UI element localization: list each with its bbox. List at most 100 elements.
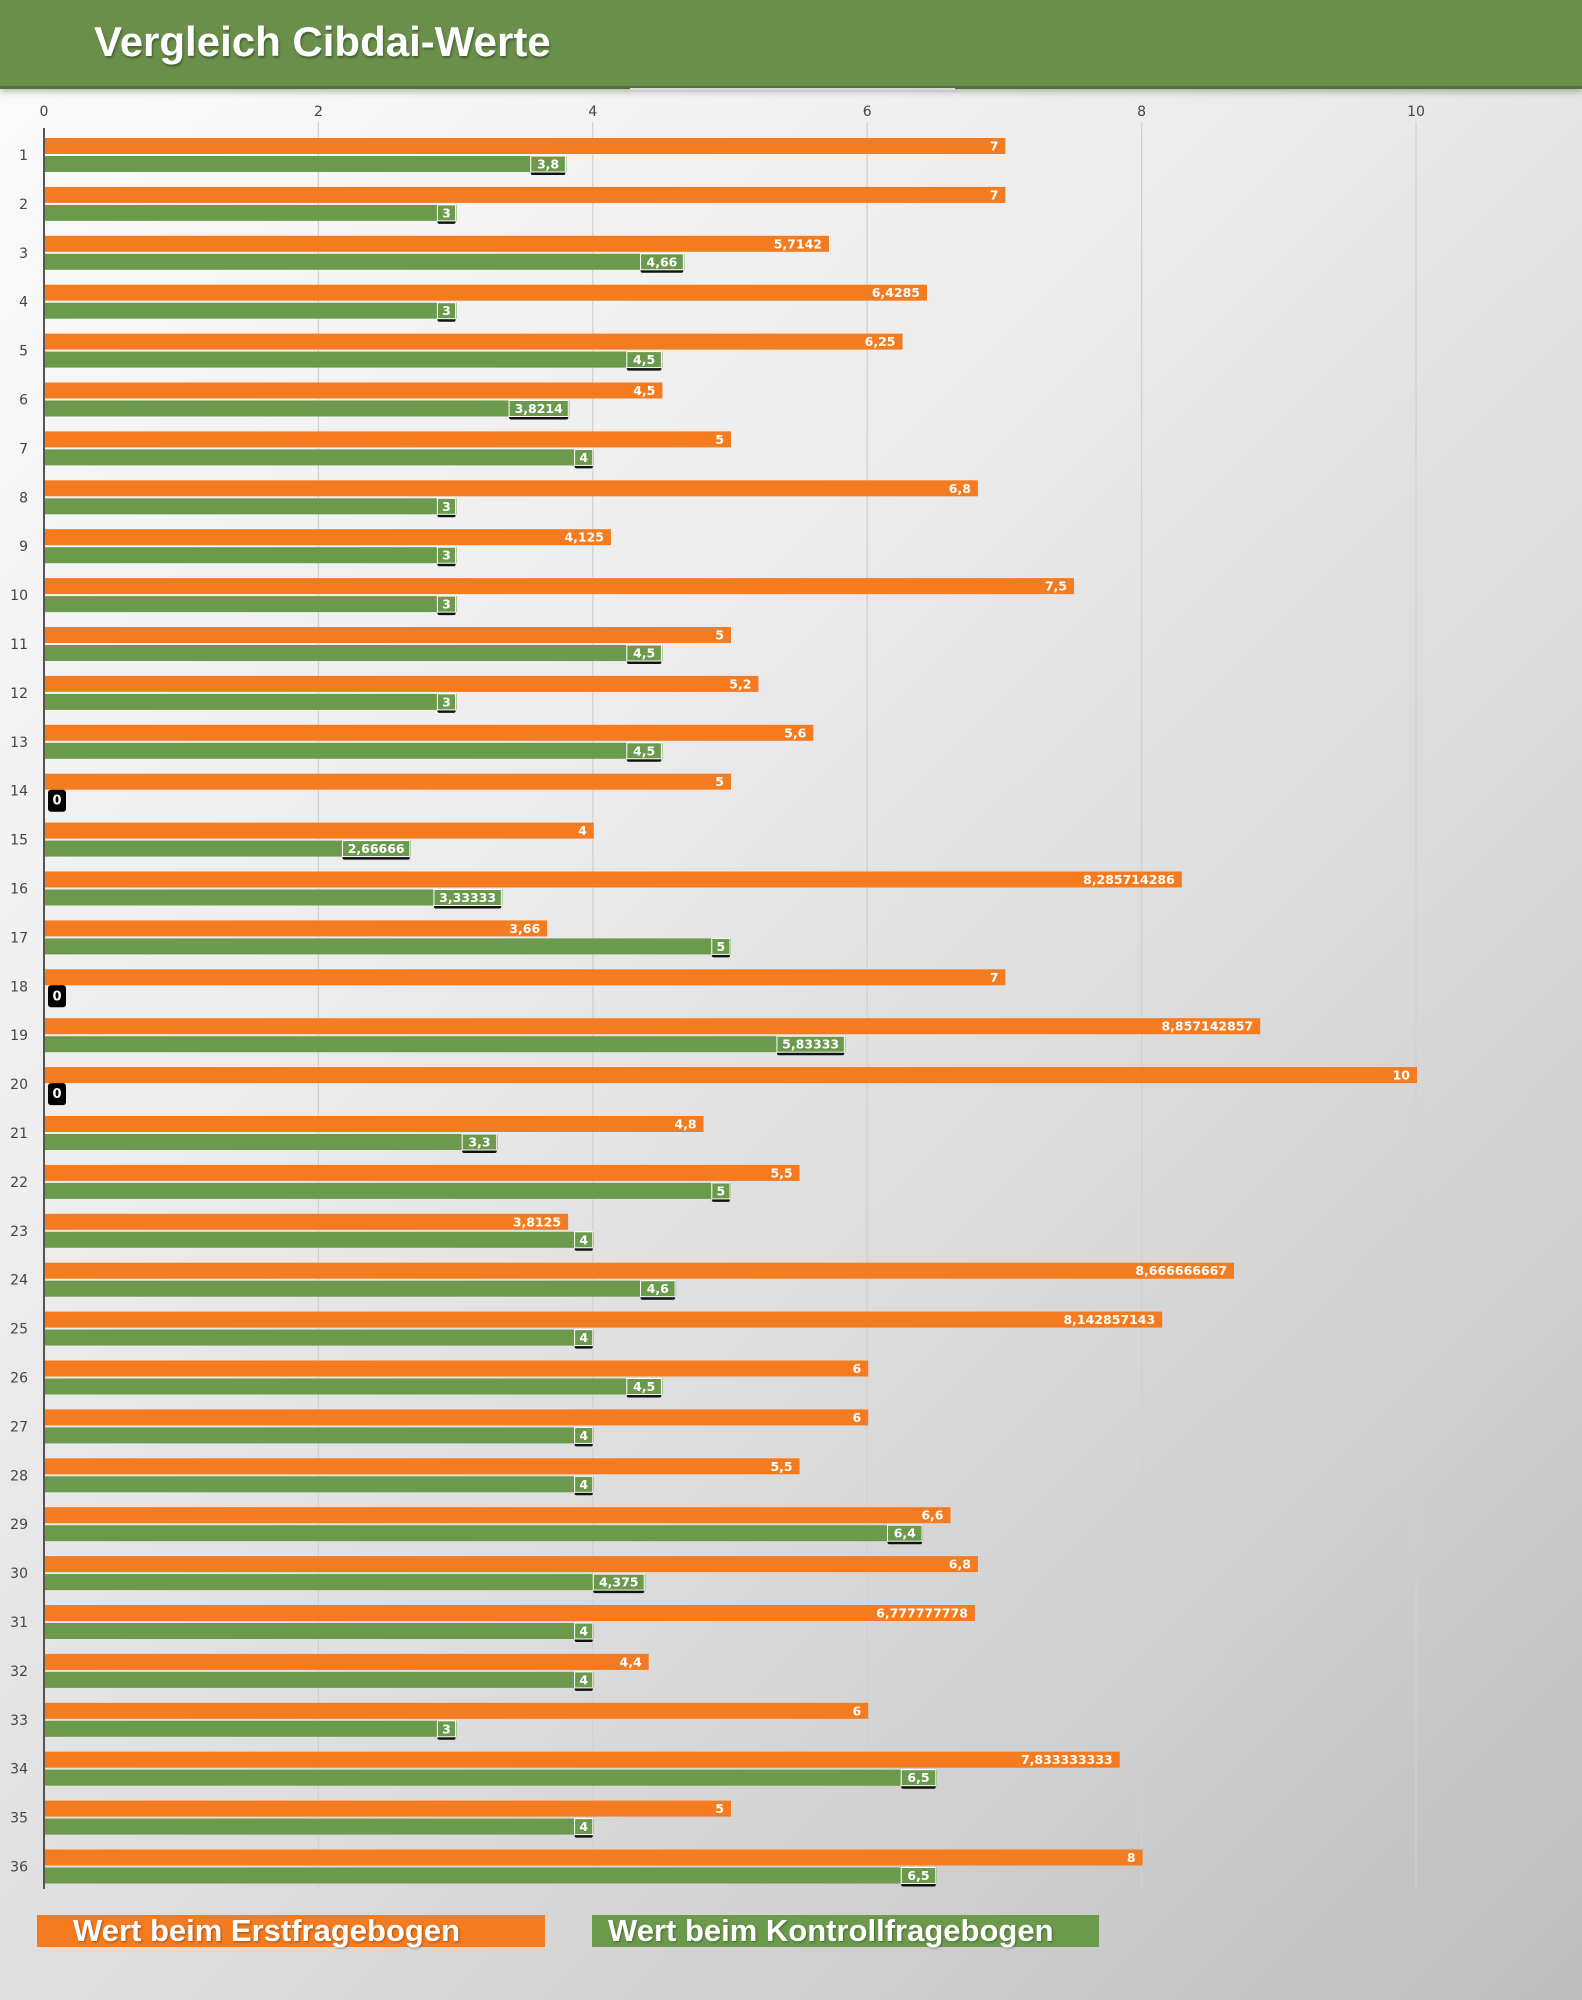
y-category-label: 18 [10,979,28,995]
data-label-box [640,1280,676,1298]
y-category-label: 35 [10,1811,28,1827]
legend-label-kontrollfragebogen: Wert beim Kontrollfragebogen [608,1913,1054,1948]
data-label-erstfragebogen: 5 [715,774,724,789]
bar-kontrollfragebogen [45,840,411,857]
bar-kontrollfragebogen [45,1623,594,1639]
y-category-label: 14 [10,784,28,800]
data-label-erstfragebogen: 6,8 [949,481,971,496]
data-label-kontrollfragebogen: 4,5 [633,743,655,758]
data-label-erstfragebogen: 4,4 [620,1654,642,1669]
bar-kontrollfragebogen [45,938,731,955]
data-label-box [776,1035,845,1053]
y-category-label: 7 [19,441,28,457]
data-label-erstfragebogen: 5,6 [784,725,806,740]
y-category-label: 6 [19,393,28,409]
data-label-erstfragebogen: 6,777777778 [876,1606,968,1621]
bar-erstfragebogen [45,1556,978,1573]
bar-kontrollfragebogen [45,1427,594,1444]
bar-erstfragebogen [45,1849,1143,1866]
data-label-zero-box [48,1083,66,1106]
data-label-kontrollfragebogen: 4 [579,1819,588,1834]
data-label-erstfragebogen: 7,833333333 [1021,1752,1113,1767]
data-label-kontrollfragebogen: 3,33333 [439,890,496,905]
data-label-box [574,1231,594,1249]
data-label-box [626,351,662,369]
y-category-label: 12 [10,686,28,702]
y-category-label: 23 [10,1224,28,1240]
y-category-label: 26 [10,1371,28,1387]
bar-kontrollfragebogen [45,156,567,172]
data-label-kontrollfragebogen: 4,6 [647,1281,669,1296]
data-label-kontrollfragebogen: 3 [442,548,451,563]
data-label-erstfragebogen: 4,8 [674,1117,696,1132]
y-category-label: 19 [10,1028,28,1044]
data-label-kontrollfragebogen: 0 [52,989,61,1004]
data-label-kontrollfragebogen: 5 [717,939,726,954]
y-category-label: 4 [19,295,28,311]
data-label-box [626,644,662,662]
y-category-label: 24 [10,1273,28,1289]
y-category-label: 27 [10,1419,28,1435]
x-tick-label: 0 [40,104,49,120]
data-label-box [436,302,457,320]
data-label-erstfragebogen: 5 [715,628,724,643]
bar-erstfragebogen [45,529,611,546]
data-label-erstfragebogen: 8,857142857 [1161,1019,1253,1034]
bar-erstfragebogen [45,969,1006,986]
bar-erstfragebogen [45,382,663,399]
y-category-label: 36 [10,1860,28,1876]
bar-erstfragebogen [45,675,759,692]
bar-erstfragebogen [45,333,903,350]
x-axis-tick-labels: 0 2 4 6 8 10 [40,104,1425,120]
data-label-erstfragebogen: 7 [990,970,999,985]
y-category-label: 10 [10,588,28,604]
bar-chart: 0 2 4 6 8 10 12345678910111213141516171819202… [10,104,1425,1889]
bar-erstfragebogen [45,822,594,839]
y-category-label: 15 [10,833,28,849]
data-label-kontrollfragebogen: 3 [442,303,451,318]
y-category-label: 8 [19,490,28,506]
data-label-kontrollfragebogen: 5 [717,1183,726,1198]
data-label-erstfragebogen: 8,666666667 [1135,1263,1227,1278]
y-category-label: 20 [10,1077,28,1093]
data-label-box [341,840,411,858]
bar-kontrollfragebogen [45,1280,677,1297]
bar-erstfragebogen [45,1605,975,1621]
data-label-kontrollfragebogen: 6,5 [907,1770,929,1785]
bar-kontrollfragebogen [45,1134,498,1150]
y-category-label: 29 [10,1517,28,1533]
data-label-erstfragebogen: 6,6 [921,1508,943,1523]
data-label-kontrollfragebogen: 4,375 [599,1575,639,1590]
data-label-kontrollfragebogen: 2,66666 [348,841,405,856]
data-label-box [436,595,457,613]
bar-kontrollfragebogen [45,351,663,368]
data-label-box [711,937,731,955]
data-label-erstfragebogen: 5 [715,432,724,447]
data-label-kontrollfragebogen: 0 [52,794,61,809]
data-label-box [436,546,457,564]
data-label-box [436,204,457,222]
bar-erstfragebogen [45,1262,1235,1279]
data-label-box [711,1182,731,1200]
data-label-erstfragebogen: 5,5 [770,1459,792,1474]
data-label-kontrollfragebogen: 6,4 [894,1526,916,1541]
y-category-label: 5 [19,344,28,360]
data-label-erstfragebogen: 6,25 [865,334,896,349]
bar-erstfragebogen [45,480,978,497]
bar-kontrollfragebogen [45,1476,594,1493]
y-category-label: 1 [19,148,28,164]
x-tick-label: 6 [863,104,872,120]
bar-erstfragebogen [45,138,1006,154]
y-category-label: 22 [10,1175,28,1191]
bar-kontrollfragebogen [45,1036,846,1053]
bar-kontrollfragebogen [45,1329,594,1346]
divider [630,88,955,90]
data-label-erstfragebogen: 7 [990,187,999,202]
data-label-box [900,1769,937,1787]
bar-erstfragebogen [45,1311,1163,1328]
data-label-erstfragebogen: 7 [990,139,999,154]
y-category-label: 9 [19,539,28,555]
y-category-label: 32 [10,1664,28,1680]
data-label-erstfragebogen: 6 [852,1361,861,1376]
bar-kontrollfragebogen [45,1182,731,1199]
